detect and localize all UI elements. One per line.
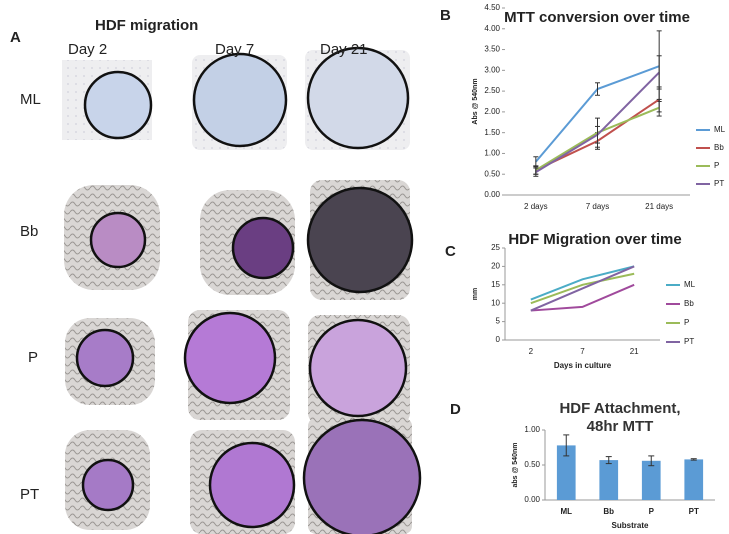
y-tick-label: 20	[491, 262, 500, 271]
well	[75, 328, 135, 388]
series-line	[530, 283, 635, 312]
x-tick-label: 21 days	[645, 202, 673, 211]
y-tick-label: 5	[496, 317, 501, 326]
legend-label: Bb	[714, 143, 724, 152]
chart-title: HDF Migration over time	[508, 231, 681, 248]
y-tick-label: 3.50	[484, 45, 500, 54]
legend-label: PT	[714, 179, 724, 188]
y-tick-label: 0.50	[524, 460, 540, 469]
x-tick-label: Bb	[603, 507, 614, 516]
y-axis-label: mm	[472, 288, 479, 300]
y-tick-label: 0	[496, 335, 501, 344]
panel-label: D	[450, 401, 461, 418]
x-tick-label: ML	[560, 507, 572, 516]
panel-label: B	[440, 7, 451, 24]
y-tick-label: 4.50	[484, 3, 500, 12]
bar	[684, 459, 704, 500]
y-tick-label: 10	[491, 298, 500, 307]
legend-label: ML	[714, 125, 726, 134]
y-tick-label: 2.50	[484, 86, 500, 95]
y-axis-label: abs @ 540nm	[512, 443, 519, 488]
well	[89, 211, 147, 269]
series-line	[530, 272, 635, 305]
panel-label: A	[10, 29, 21, 46]
well	[81, 458, 135, 512]
y-axis-label: Abs @ 540nm	[472, 78, 479, 124]
legend-label: Bb	[684, 299, 694, 308]
y-tick-label: 0.00	[524, 495, 540, 504]
y-tick-label: 15	[491, 280, 500, 289]
legend-label: PT	[684, 337, 694, 346]
column-label: Day 21	[320, 41, 368, 58]
series-line	[530, 265, 635, 312]
legend-label: ML	[684, 280, 696, 289]
well	[302, 418, 422, 534]
panel-title: HDF migration	[95, 17, 198, 34]
photos	[62, 46, 422, 534]
row-label: P	[28, 349, 38, 366]
y-tick-label: 0.50	[484, 169, 500, 178]
x-tick-label: 7	[580, 347, 585, 356]
column-label: Day 2	[68, 41, 107, 58]
y-tick-label: 1.50	[484, 128, 500, 137]
x-tick-label: 21	[630, 347, 639, 356]
y-tick-label: 3.00	[484, 65, 500, 74]
well	[83, 70, 153, 140]
x-axis-label: Days in culture	[554, 361, 612, 370]
y-tick-label: 4.00	[484, 24, 500, 33]
x-tick-label: P	[649, 507, 655, 516]
bar	[641, 460, 661, 500]
panel-label: C	[445, 243, 456, 260]
well	[231, 216, 295, 280]
x-tick-label: 2 days	[524, 202, 548, 211]
well	[208, 441, 296, 529]
legend-label: P	[684, 318, 689, 327]
legend-label: P	[714, 161, 719, 170]
well	[192, 52, 288, 148]
chart-title: MTT conversion over time	[504, 9, 690, 26]
x-tick-label: 2	[529, 347, 534, 356]
x-tick-label: 7 days	[586, 202, 610, 211]
well	[306, 186, 414, 294]
row-label: Bb	[20, 223, 38, 240]
x-axis-label: Substrate	[612, 521, 649, 530]
row-label: PT	[20, 486, 39, 503]
y-tick-label: 2.00	[484, 107, 500, 116]
well	[308, 318, 408, 418]
well	[306, 46, 410, 150]
bar	[556, 445, 576, 500]
y-tick-label: 1.00	[524, 425, 540, 434]
y-tick-label: 0.00	[484, 190, 500, 199]
y-tick-label: 25	[491, 243, 500, 252]
column-label: Day 7	[215, 41, 254, 58]
x-tick-label: PT	[689, 507, 699, 516]
well	[183, 311, 277, 405]
row-label: ML	[20, 91, 41, 108]
y-tick-label: 1.00	[484, 149, 500, 158]
series-line	[530, 265, 635, 301]
chart-title: HDF Attachment, 48hr MTT	[559, 400, 681, 435]
bar	[599, 460, 619, 500]
